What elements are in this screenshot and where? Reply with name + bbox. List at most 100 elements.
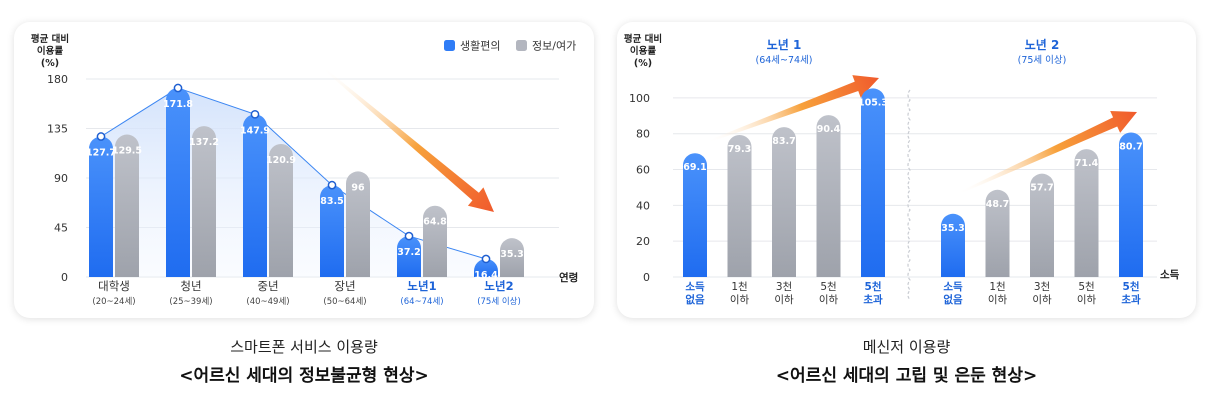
bar	[1074, 149, 1099, 277]
data-label: 35.3	[941, 223, 964, 234]
x-tick-label: 없음	[943, 293, 963, 306]
caption-subtitle: 스마트폰 서비스 이용량	[230, 338, 378, 356]
data-label: 48.7	[986, 199, 1009, 210]
x-tick-sublabel: (40~49세)	[246, 297, 289, 307]
x-tick-label: 중년	[257, 279, 278, 293]
y-tick-label: 40	[636, 199, 650, 212]
y-tick-label: 90	[54, 172, 68, 185]
x-tick-label: 초과	[1121, 293, 1141, 306]
bar-생활편의	[166, 88, 190, 278]
trend-arrow	[706, 75, 879, 143]
data-label: 96	[351, 182, 365, 193]
x-axis-title: 연령	[559, 271, 578, 284]
data-label: 57.7	[1030, 183, 1053, 194]
x-tick-label: 대학생	[98, 279, 130, 293]
bar	[1030, 173, 1054, 277]
group-subtitle: (75세 이상)	[1018, 55, 1067, 66]
y-tick-label: 80	[636, 128, 650, 141]
data-label: 105.3	[858, 97, 888, 108]
bar	[727, 134, 752, 277]
x-tick-sublabel: (64~74세)	[400, 297, 443, 307]
y-tick-label: 135	[47, 123, 68, 136]
bar-생활편의	[243, 114, 267, 277]
bar	[941, 213, 965, 277]
caption-smartphone: 스마트폰 서비스 이용량 <어르신 세대의 정보불균형 현상>	[14, 336, 594, 386]
group-title: 노년 1	[767, 38, 802, 52]
chart-card-messenger: 평균 대비 이용률 (%) 0 20 40 60 80 100 소득 노년 1 (64세~74세) 69…	[617, 22, 1196, 318]
bar-정보/여가	[269, 144, 293, 277]
y-tick-label: 60	[636, 164, 650, 177]
y-tick-label: 20	[636, 235, 650, 248]
trend-point-marker	[250, 109, 260, 119]
x-tick-label: 5천	[1123, 280, 1140, 293]
bar-정보/여가	[115, 134, 139, 277]
group-subtitle: (64세~74세)	[755, 55, 812, 66]
bar	[816, 115, 841, 277]
x-tick-label: 장년	[334, 279, 355, 293]
x-tick-label: 1천	[989, 281, 1005, 293]
caption-title: <어르신 세대의 정보불균형 현상>	[179, 366, 429, 386]
y-tick-label: 45	[54, 222, 68, 235]
x-tick-label: 1천	[731, 281, 747, 293]
bar-정보/여가	[346, 171, 370, 277]
legend-swatch	[444, 40, 455, 51]
x-tick-label: 소득	[943, 281, 963, 293]
data-label: 16.4	[474, 270, 498, 281]
trend-arrow	[956, 111, 1138, 195]
x-tick-label: 3천	[776, 281, 792, 293]
x-tick-label: 5천	[865, 280, 882, 293]
bar-정보/여가	[192, 126, 216, 277]
chart-card-smartphone: 평균 대비 이용률 (%) 0 45 90 135 180 연령 127.7 129.5 대학생 (20…	[14, 22, 594, 318]
legend-label: 생활편의	[460, 39, 500, 53]
y-tick-label: 180	[47, 73, 68, 86]
x-tick-label: 3천	[1034, 281, 1050, 293]
x-tick-label: 청년	[180, 279, 201, 293]
x-tick-label: 노년2	[484, 279, 513, 293]
x-tick-sublabel: (50~64세)	[323, 297, 366, 307]
bar	[683, 153, 707, 277]
trend-arrow	[321, 66, 494, 212]
x-tick-label: 이하	[774, 293, 794, 306]
data-label: 80.7	[1119, 141, 1142, 152]
x-tick-sublabel: (20~24세)	[92, 297, 135, 307]
data-label: 79.3	[728, 144, 751, 155]
data-label: 137.2	[189, 137, 219, 148]
y-tick-label: 0	[643, 271, 650, 284]
x-tick-label: 이하	[819, 293, 839, 306]
data-label: 69.1	[683, 162, 706, 173]
caption-title: <어르신 세대의 고립 및 은둔 현상>	[775, 366, 1038, 386]
trend-point-marker	[173, 83, 183, 93]
data-label: 147.9	[240, 125, 270, 136]
trend-arrow-shape	[321, 66, 494, 212]
axis-break	[907, 89, 911, 301]
data-label: 37.2	[397, 247, 420, 258]
data-label: 71.4	[1075, 158, 1099, 169]
group-title: 노년 2	[1025, 38, 1060, 52]
x-axis-title: 소득	[1160, 269, 1180, 281]
x-tick-label: 이하	[730, 293, 750, 306]
x-tick-label: 초과	[863, 293, 883, 306]
data-label: 171.8	[163, 99, 193, 110]
y-axis-title: (%)	[634, 58, 652, 69]
data-label: 83.7	[772, 136, 795, 147]
data-label: 127.7	[86, 148, 116, 159]
data-label: 35.3	[500, 249, 523, 260]
x-tick-label: 5천	[1078, 281, 1094, 293]
x-tick-sublabel: (25~39세)	[169, 297, 212, 307]
trend-point-marker	[327, 180, 337, 190]
caption-messenger: 메신저 이용량 <어르신 세대의 고립 및 은둔 현상>	[617, 336, 1196, 386]
trend-point-marker	[404, 231, 414, 241]
trend-arrow-shape	[956, 111, 1138, 195]
bar	[772, 127, 796, 277]
x-tick-label: 소득	[685, 281, 705, 293]
trend-point-marker	[96, 132, 106, 141]
data-label: 64.8	[423, 217, 447, 228]
bar-생활편의	[474, 258, 498, 277]
data-label: 120.9	[266, 155, 296, 166]
y-axis-title: 평균 대비	[31, 33, 69, 45]
bar-정보/여가	[500, 238, 524, 277]
x-tick-sublabel: (75세 이상)	[477, 296, 521, 307]
x-tick-label: 이하	[1077, 293, 1097, 306]
